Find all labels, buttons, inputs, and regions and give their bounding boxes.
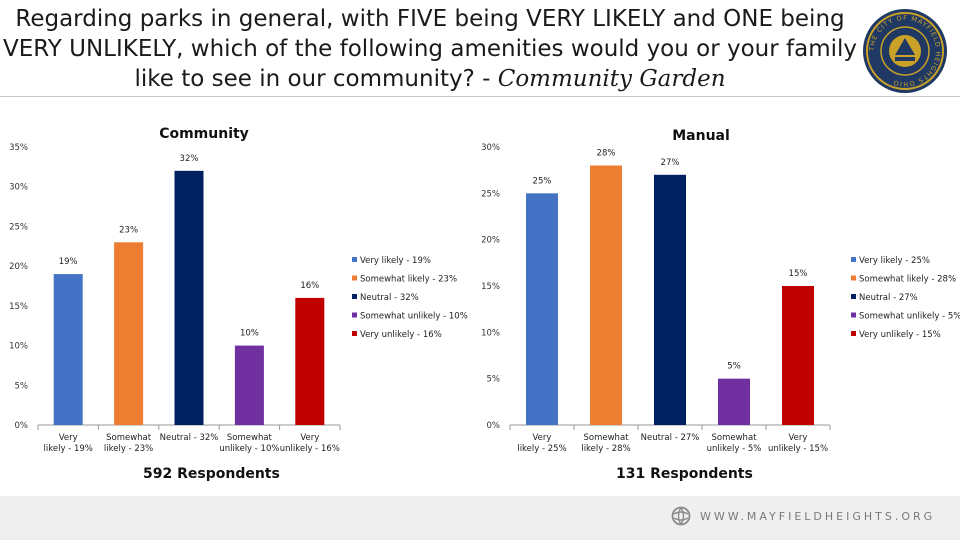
bar — [590, 165, 622, 425]
legend-swatch — [352, 257, 357, 262]
category-label: Somewhat unlikely - 10% — [219, 433, 279, 454]
legend-label: Somewhat likely - 28% — [859, 275, 956, 285]
y-tick-label: 0% — [487, 421, 501, 431]
legend-label: Very unlikely - 16% — [360, 330, 442, 340]
y-tick-label: 5% — [487, 375, 501, 385]
y-tick-label: 20% — [9, 262, 28, 272]
legend-label: Neutral - 27% — [859, 293, 918, 303]
legend-swatch — [851, 331, 856, 336]
data-label: 5% — [727, 362, 741, 372]
y-tick-label: 25% — [9, 222, 28, 232]
y-tick-label: 30% — [9, 183, 28, 193]
data-label: 10% — [240, 329, 259, 339]
category-label: Somewhat likely - 28% — [581, 433, 630, 454]
legend-label: Somewhat likely - 23% — [360, 275, 457, 285]
data-label: 27% — [661, 158, 680, 168]
legend-label: Somewhat unlikely - 5% — [859, 312, 960, 322]
bar — [234, 345, 264, 425]
community-respondents: 592 Respondents — [143, 466, 280, 482]
y-tick-label: 5% — [15, 381, 29, 391]
community-bar-chart: Community 0% 5% 10% 15% 20% 25% 30% 35% 19% Very li… — [9, 126, 468, 454]
bar — [174, 170, 204, 425]
category-label: Somewhat unlikely - 5% — [707, 433, 762, 454]
category-label: Neutral - 27% — [641, 433, 700, 443]
y-tick-label: 30% — [481, 143, 500, 153]
legend-label: Neutral - 32% — [360, 293, 419, 303]
data-label: 28% — [597, 149, 616, 159]
chart-title: Community — [159, 126, 249, 142]
legend-swatch — [352, 331, 357, 336]
category-label: Very likely - 25% — [517, 433, 566, 454]
bar — [654, 174, 686, 425]
page-title: Regarding parks in general, with FIVE be… — [0, 4, 860, 94]
category-label: Very unlikely - 16% — [280, 433, 340, 454]
bar — [295, 297, 325, 425]
bar — [718, 378, 750, 425]
legend-label: Very unlikely - 15% — [859, 330, 941, 340]
title-main: Regarding parks in general, with FIVE be… — [2, 6, 858, 92]
legend-swatch — [851, 294, 856, 299]
category-label: Neutral - 32% — [160, 433, 219, 443]
y-tick-label: 20% — [481, 236, 500, 246]
bar — [782, 286, 814, 425]
y-tick-label: 15% — [9, 302, 28, 312]
city-seal-logo: THE CITY OF MAYFIELD HEIGHTS OHIO — [863, 9, 947, 93]
data-label: 23% — [119, 225, 138, 235]
legend-swatch — [851, 312, 856, 318]
category-label: Very unlikely - 15% — [768, 433, 828, 454]
legend-swatch — [851, 257, 856, 262]
legend-label: Very likely - 19% — [360, 256, 431, 266]
chart-title: Manual — [672, 128, 730, 144]
legend-swatch — [352, 294, 357, 299]
globe-icon — [671, 506, 691, 526]
data-label: 25% — [533, 176, 552, 186]
data-label: 32% — [180, 154, 199, 164]
legend-swatch — [352, 312, 357, 318]
y-tick-label: 35% — [9, 143, 28, 153]
y-tick-label: 0% — [15, 421, 29, 431]
bar — [526, 193, 558, 425]
data-label: 19% — [59, 257, 78, 267]
title-emphasis: Community Garden — [497, 66, 726, 92]
category-label: Somewhat likely - 23% — [104, 433, 153, 454]
category-label: Very likely - 19% — [44, 433, 93, 454]
manual-respondents: 131 Respondents — [616, 466, 753, 482]
legend-label: Somewhat unlikely - 10% — [360, 312, 468, 322]
y-tick-label: 10% — [481, 328, 500, 338]
bar — [53, 274, 83, 425]
legend-swatch — [352, 275, 357, 281]
bar — [114, 242, 144, 425]
data-label: 15% — [789, 269, 808, 279]
data-label: 16% — [300, 281, 319, 291]
y-tick-label: 15% — [481, 282, 500, 292]
legend-label: Very likely - 25% — [859, 256, 930, 266]
legend-swatch — [851, 275, 856, 281]
y-tick-label: 25% — [481, 189, 500, 199]
title-divider — [0, 96, 960, 97]
footer: WWW.MAYFIELDHEIGHTS.ORG — [0, 496, 960, 540]
website-link[interactable]: WWW.MAYFIELDHEIGHTS.ORG — [700, 510, 936, 523]
manual-bar-chart: Manual 0% 5% 10% 15% 20% 25% 30% 25% Very likely -… — [481, 128, 960, 454]
y-tick-label: 10% — [9, 342, 28, 352]
